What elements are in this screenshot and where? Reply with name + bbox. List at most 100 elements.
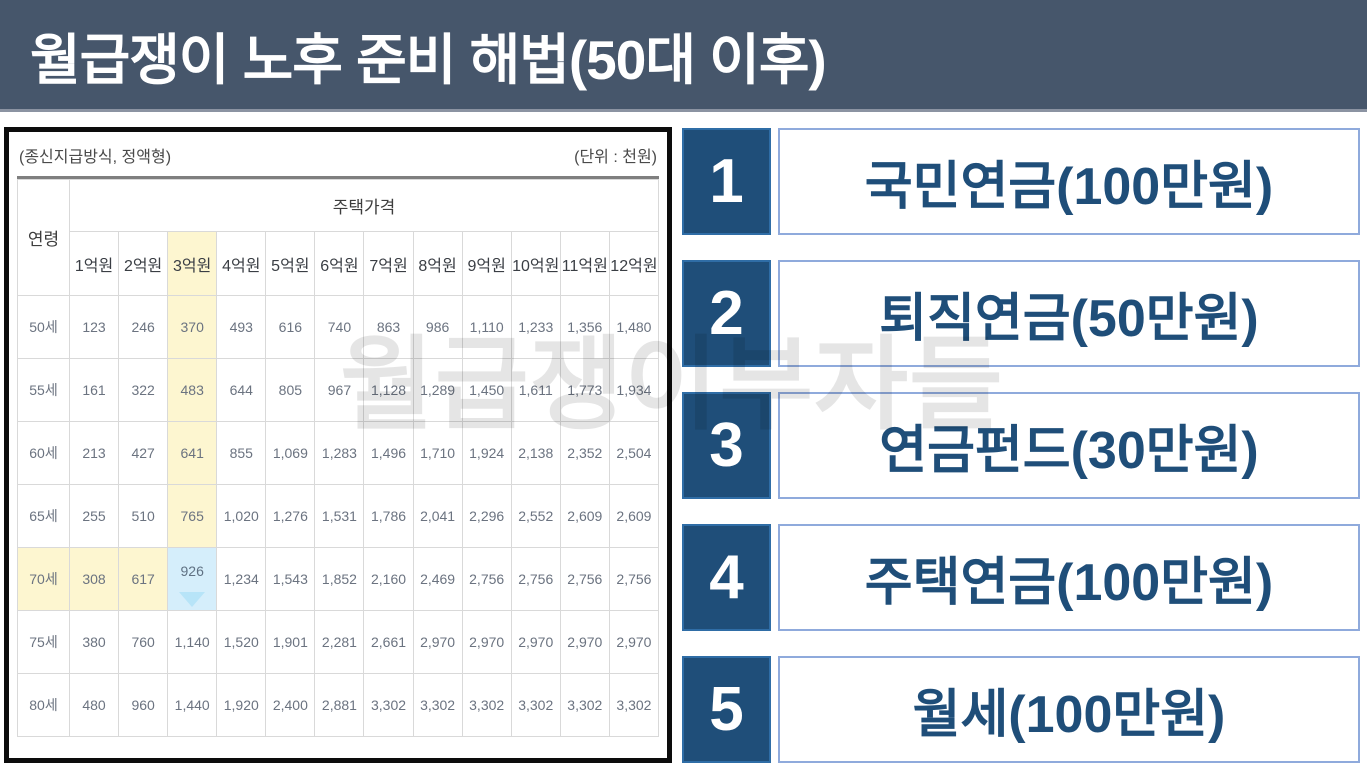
value-cell: 3,302	[412, 673, 463, 737]
value-cell: 1,531	[314, 484, 365, 548]
value-cell: 510	[118, 484, 169, 548]
list-item: 3 연금펀드(30만원)	[682, 392, 1360, 499]
value-cell: 1,852	[314, 547, 365, 611]
cell-value: 926	[180, 563, 204, 579]
value-cell: 1,543	[265, 547, 316, 611]
value-cell: 1,276	[265, 484, 316, 548]
list-item: 5 월세(100만원)	[682, 656, 1360, 763]
value-cell: 1,520	[216, 610, 267, 674]
value-cell: 493	[216, 295, 267, 359]
value-cell: 1,234	[216, 547, 267, 611]
caption-divider	[17, 176, 659, 179]
value-cell: 1,450	[461, 358, 512, 422]
value-cell: 2,041	[412, 484, 463, 548]
value-cell: 641	[167, 421, 218, 485]
list-item: 4 주택연금(100만원)	[682, 524, 1360, 631]
age-cell: 80세	[17, 673, 70, 737]
value-cell: 1,289	[412, 358, 463, 422]
price-column-header: 1억원	[68, 231, 120, 296]
table-row: 75세 380 760 1,140 1,520 1,901 2,281 2,661 2,970 2…	[17, 610, 660, 674]
value-cell: 2,504	[608, 421, 660, 485]
price-column-header: 9억원	[461, 231, 512, 296]
price-column-header: 3억원	[167, 231, 218, 296]
value-cell: 1,920	[216, 673, 267, 737]
price-group-header: 주택가격	[69, 179, 659, 232]
down-arrow-marker-icon	[179, 592, 206, 607]
value-cell: 765	[167, 484, 218, 548]
price-column-header: 8억원	[412, 231, 463, 296]
value-cell: 161	[68, 358, 120, 422]
page-title: 월급쟁이 노후 준비 해법(50대 이후)	[30, 28, 827, 91]
value-cell: 308	[68, 547, 120, 611]
value-cell: 2,970	[608, 610, 660, 674]
list-item: 1 국민연금(100만원)	[682, 128, 1360, 235]
price-column-header: 12억원	[608, 231, 660, 296]
table-row: 50세 123 246 370 493 616 740 863 986 1,110 1,233 1,3…	[17, 295, 660, 359]
price-column-header: 11억원	[559, 231, 610, 296]
value-cell: 2,352	[559, 421, 610, 485]
price-column-header: 4억원	[216, 231, 267, 296]
list-item-number-badge: 1	[682, 128, 771, 235]
value-cell: 3,302	[363, 673, 414, 737]
value-cell: 3,302	[559, 673, 610, 737]
price-column-header: 10억원	[510, 231, 561, 296]
value-cell: 740	[314, 295, 365, 359]
value-cell: 616	[265, 295, 316, 359]
value-cell: 480	[68, 673, 120, 737]
value-cell: 1,924	[461, 421, 512, 485]
value-cell: 644	[216, 358, 267, 422]
price-column-header: 6억원	[314, 231, 365, 296]
pension-table: 연령 주택가격 1억원 2억원 3억원 4억원 5억원 6억원 7억원 8억원 9억원 10억원 1…	[17, 179, 660, 737]
price-column-header: 2억원	[118, 231, 169, 296]
value-cell: 370	[167, 295, 218, 359]
value-cell: 2,281	[314, 610, 365, 674]
value-cell: 760	[118, 610, 169, 674]
slide-header: 월급쟁이 노후 준비 해법(50대 이후)	[0, 0, 1367, 112]
value-cell: 986	[412, 295, 463, 359]
value-cell: 967	[314, 358, 365, 422]
list-item-number-badge: 5	[682, 656, 771, 763]
price-column-header: 5억원	[265, 231, 316, 296]
list-item-label-box: 월세(100만원)	[778, 656, 1360, 763]
value-cell: 2,296	[461, 484, 512, 548]
value-cell: 483	[167, 358, 218, 422]
list-item-number-badge: 3	[682, 392, 771, 499]
value-cell: 863	[363, 295, 414, 359]
value-cell: 2,756	[559, 547, 610, 611]
value-cell: 1,496	[363, 421, 414, 485]
value-cell: 1,233	[510, 295, 561, 359]
value-cell: 2,138	[510, 421, 561, 485]
list-item-label-box: 국민연금(100만원)	[778, 128, 1360, 235]
value-cell: 617	[118, 547, 169, 611]
value-cell: 1,110	[461, 295, 512, 359]
value-cell: 2,160	[363, 547, 414, 611]
value-cell: 1,356	[559, 295, 610, 359]
value-cell: 805	[265, 358, 316, 422]
list-item: 2 퇴직연금(50만원)	[682, 260, 1360, 367]
value-cell: 1,128	[363, 358, 414, 422]
table-header-row-1: 연령 주택가격	[17, 179, 659, 296]
value-cell: 2,609	[608, 484, 660, 548]
value-cell: 2,756	[461, 547, 512, 611]
value-cell: 2,881	[314, 673, 365, 737]
value-cell: 2,552	[510, 484, 561, 548]
value-cell: 1,786	[363, 484, 414, 548]
value-cell: 123	[68, 295, 120, 359]
value-cell: 3,302	[461, 673, 512, 737]
value-cell: 427	[118, 421, 169, 485]
table-row: 55세 161 322 483 644 805 967 1,128 1,289 1,450 1,61…	[17, 358, 660, 422]
value-cell: 322	[118, 358, 169, 422]
age-cell: 70세	[17, 547, 70, 611]
value-cell: 1,440	[167, 673, 218, 737]
age-column-header: 연령	[17, 179, 70, 296]
age-cell: 60세	[17, 421, 70, 485]
value-cell: 2,970	[412, 610, 463, 674]
value-cell: 1,480	[608, 295, 660, 359]
value-cell: 246	[118, 295, 169, 359]
value-cell: 1,069	[265, 421, 316, 485]
value-cell: 2,661	[363, 610, 414, 674]
list-item-label-box: 퇴직연금(50만원)	[778, 260, 1360, 367]
age-cell: 55세	[17, 358, 70, 422]
value-cell: 960	[118, 673, 169, 737]
value-cell: 255	[68, 484, 120, 548]
